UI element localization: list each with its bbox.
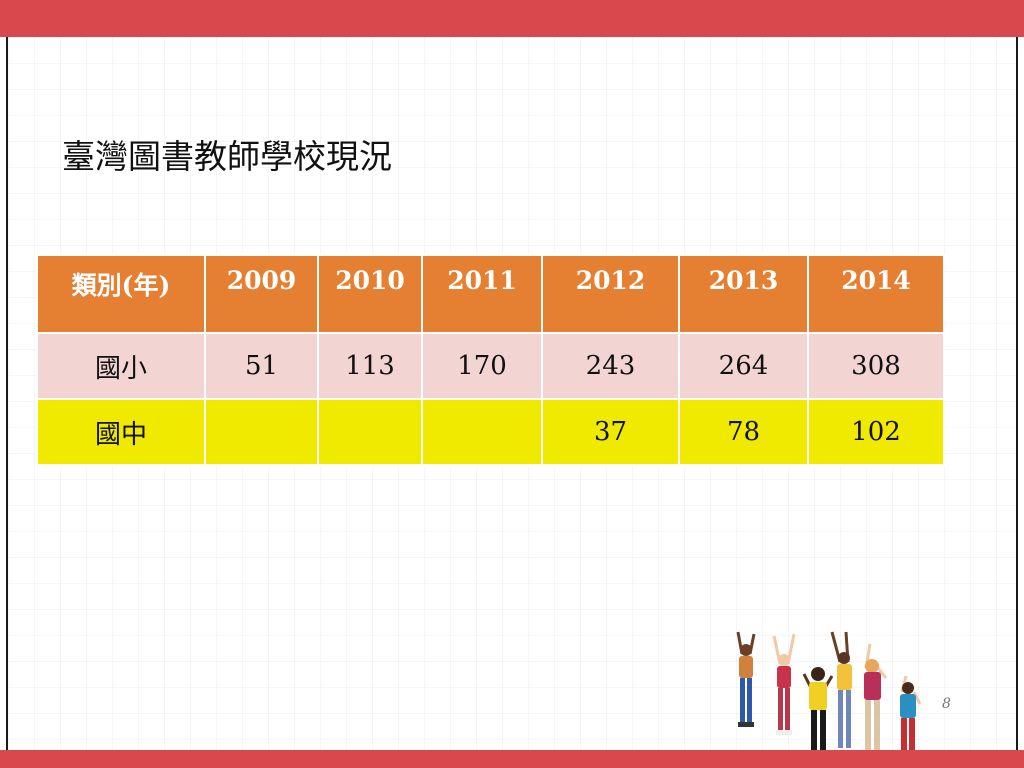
page-number: 8 — [942, 696, 951, 712]
header-year-2012: 2012 — [541, 254, 680, 334]
child-figure — [864, 643, 888, 750]
row-label-elementary: 國小 — [36, 332, 206, 400]
header-year-2014: 2014 — [807, 254, 945, 334]
table-header-row: 類別(年) 2009 2010 2011 2012 2013 2014 — [36, 254, 945, 334]
table-cell: 308 — [807, 332, 945, 400]
child-figure — [830, 631, 852, 748]
table-cell: 37 — [541, 398, 680, 466]
table-cell: 113 — [317, 332, 423, 400]
jumping-children-photo — [736, 631, 922, 752]
child-figure — [736, 631, 756, 727]
table-cell: 102 — [807, 398, 945, 466]
row-label-junior-high: 國中 — [36, 398, 206, 466]
data-table: 類別(年) 2009 2010 2011 2012 2013 2014 國小 5… — [36, 254, 945, 466]
table-cell — [421, 398, 543, 466]
table-cell: 243 — [541, 332, 680, 400]
table-cell: 264 — [678, 332, 809, 400]
header-category: 類別(年) — [36, 254, 206, 334]
table-cell: 78 — [678, 398, 809, 466]
table-cell: 51 — [204, 332, 319, 400]
table-cell — [204, 398, 319, 466]
table-cell: 170 — [421, 332, 543, 400]
child-figure — [900, 675, 922, 752]
slide-title: 臺灣圖書教師學校現況 — [62, 137, 392, 176]
table-row: 國小 51 113 170 243 264 308 — [36, 332, 945, 400]
header-year-2010: 2010 — [317, 254, 423, 334]
header-year-2009: 2009 — [204, 254, 319, 334]
table-cell — [317, 398, 423, 466]
header-year-2013: 2013 — [678, 254, 809, 334]
header-year-2011: 2011 — [421, 254, 543, 334]
child-figure — [802, 667, 834, 752]
table-row: 國中 37 78 102 — [36, 398, 945, 466]
top-accent-bar — [0, 0, 1024, 37]
bottom-accent-bar — [0, 750, 1024, 768]
child-figure — [772, 633, 796, 735]
